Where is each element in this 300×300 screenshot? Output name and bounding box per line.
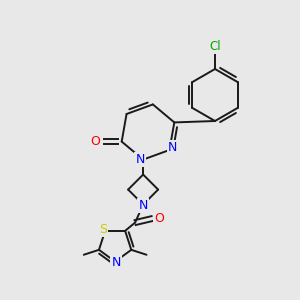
Text: N: N (112, 256, 121, 269)
Text: S: S (99, 223, 107, 236)
Text: N: N (139, 199, 148, 212)
Text: N: N (168, 142, 177, 154)
Text: O: O (154, 212, 164, 225)
Text: Cl: Cl (209, 40, 221, 53)
Text: O: O (90, 135, 100, 148)
Text: N: N (136, 153, 145, 166)
